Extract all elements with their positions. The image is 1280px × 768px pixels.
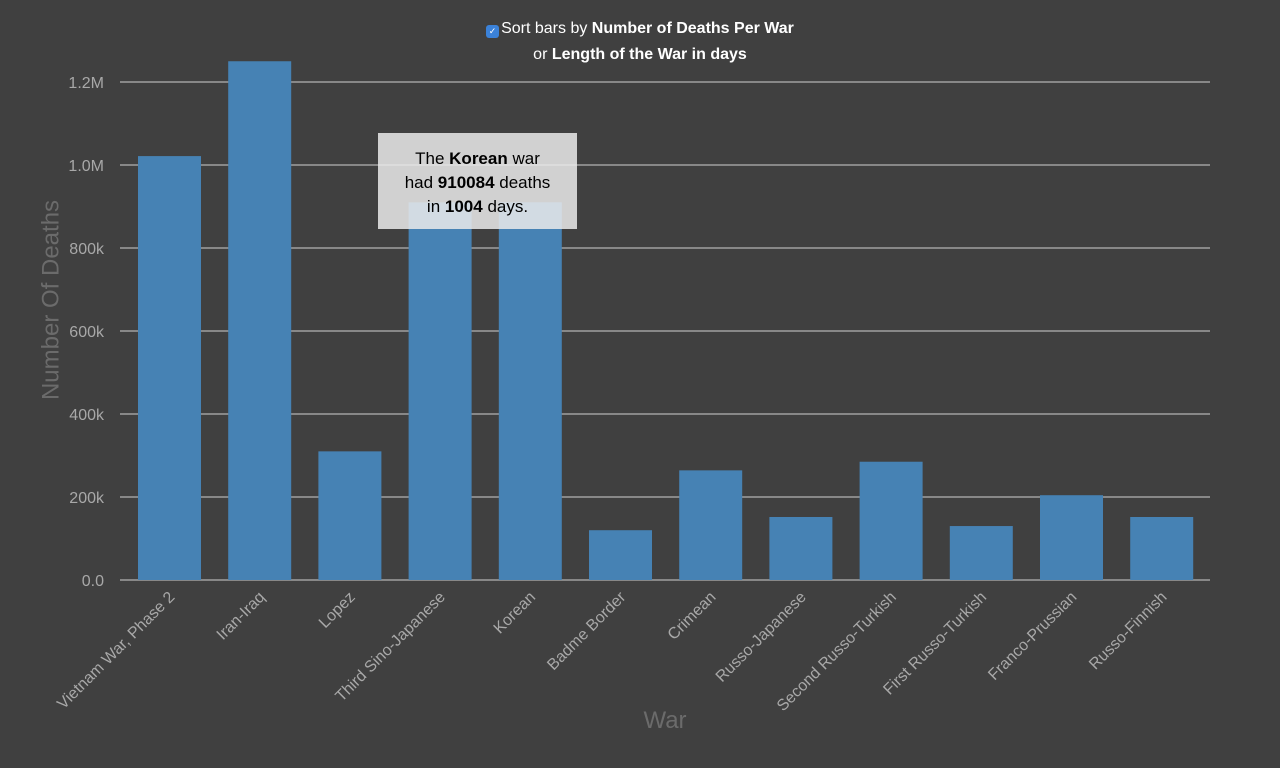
bar[interactable] bbox=[1040, 495, 1103, 580]
bar[interactable] bbox=[769, 516, 833, 580]
x-axis-ticks: Vietnam War, Phase 2 Iran-Iraq LopezThird … bbox=[54, 588, 1170, 715]
tooltip-line-3: in 1004 days. bbox=[378, 195, 577, 219]
x-tick-label: Russo-Japanese bbox=[713, 589, 810, 686]
y-tick-label: 0.0 bbox=[82, 573, 104, 590]
tooltip-deaths: 910084 bbox=[437, 173, 495, 192]
x-tick-label: Crimean bbox=[665, 589, 720, 644]
y-tick-label: 1.0M bbox=[68, 158, 104, 175]
bars bbox=[138, 61, 1194, 581]
bar[interactable] bbox=[408, 202, 472, 580]
sort-line-1: ✓ Sort bars by Number of Deaths Per War bbox=[0, 16, 1280, 42]
sort-line-2: or Length of the War in days bbox=[0, 42, 1280, 68]
x-tick-label: Franco-Prussian bbox=[985, 589, 1080, 684]
sort-option-length: Length of the War in days bbox=[551, 46, 747, 63]
tooltip-text: war bbox=[507, 149, 540, 168]
bar[interactable] bbox=[498, 202, 562, 581]
bar[interactable] bbox=[589, 530, 652, 580]
tooltip-line-1: The Korean war bbox=[378, 147, 577, 171]
bar[interactable] bbox=[859, 461, 923, 580]
bar[interactable] bbox=[138, 156, 201, 580]
y-tick-label: 600k bbox=[69, 324, 105, 341]
tooltip-text: The bbox=[415, 149, 450, 168]
x-tick-label: Vietnam War, Phase 2 bbox=[54, 589, 178, 713]
sort-or-label: or bbox=[533, 46, 552, 63]
sort-prefix-label: Sort bars by bbox=[501, 20, 592, 37]
tooltip-text: had bbox=[404, 173, 438, 192]
bar[interactable] bbox=[949, 526, 1013, 580]
bar[interactable] bbox=[318, 451, 382, 580]
bar-tooltip: The Korean war had 910084 deaths in 1004… bbox=[378, 133, 577, 229]
tooltip-days: 1004 bbox=[444, 197, 483, 216]
y-tick-label: 400k bbox=[69, 407, 105, 424]
y-tick-label: 800k bbox=[69, 241, 105, 258]
sort-option-deaths: Number of Deaths Per War bbox=[591, 20, 794, 37]
y-axis-ticks: 0.0 200k 400k 600k 800k 1.0M 1.2M bbox=[68, 75, 105, 590]
sort-controls: ✓ Sort bars by Number of Deaths Per War o… bbox=[0, 16, 1280, 68]
bar[interactable] bbox=[679, 470, 743, 580]
x-tick-label: Iran-Iraq bbox=[214, 589, 269, 644]
tooltip-text: days. bbox=[482, 197, 529, 216]
grid-lines bbox=[120, 81, 1210, 581]
x-axis-title: War bbox=[643, 707, 686, 734]
x-tick-label: Russo-Finnish bbox=[1086, 589, 1170, 673]
bar[interactable] bbox=[1130, 517, 1194, 580]
x-tick-label: Badme Border bbox=[544, 588, 629, 673]
tooltip-line-2: had 910084 deaths bbox=[378, 171, 577, 195]
x-tick-label: Lopez bbox=[316, 589, 359, 632]
y-axis-title: Number Of Deaths bbox=[37, 200, 64, 400]
tooltip-text: deaths bbox=[494, 173, 551, 192]
y-tick-label: 200k bbox=[69, 490, 105, 507]
x-tick-label: Korean bbox=[491, 589, 540, 638]
y-tick-label: 1.2M bbox=[68, 75, 104, 92]
x-tick-label: First Russo-Turkish bbox=[880, 589, 990, 699]
sort-checkbox[interactable]: ✓ bbox=[486, 25, 500, 38]
tooltip-war-name: Korean bbox=[449, 149, 508, 168]
bar[interactable] bbox=[228, 61, 292, 580]
tooltip-text: in bbox=[426, 197, 445, 216]
